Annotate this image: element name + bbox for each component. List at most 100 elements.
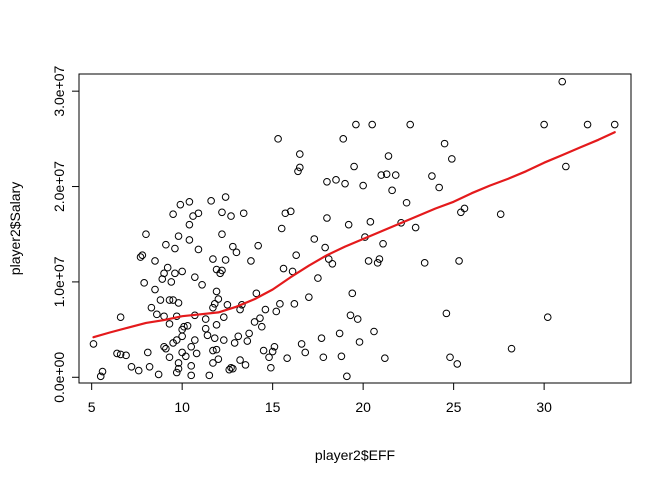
data-point — [89, 340, 98, 348]
data-point — [219, 313, 228, 321]
data-point — [496, 210, 505, 218]
data-point — [267, 363, 275, 372]
data-point — [122, 351, 130, 360]
data-point — [212, 287, 221, 296]
data-point — [138, 251, 147, 260]
data-point — [160, 342, 168, 351]
data-point — [210, 334, 219, 342]
data-point — [314, 274, 322, 282]
data-point — [259, 346, 268, 355]
data-point — [116, 350, 125, 359]
data-point — [294, 167, 302, 176]
data-point — [297, 340, 306, 348]
data-point — [252, 289, 261, 298]
data-point — [221, 256, 230, 264]
data-point — [241, 361, 250, 369]
data-point — [172, 368, 181, 377]
data-point — [610, 120, 619, 129]
data-point — [96, 372, 105, 381]
data-point — [136, 253, 145, 261]
data-point — [194, 209, 203, 218]
data-point — [210, 300, 219, 308]
data-point — [250, 318, 259, 326]
data-points — [89, 77, 619, 381]
data-point — [185, 236, 194, 244]
data-point — [171, 269, 179, 278]
data-point — [346, 311, 355, 320]
data-point — [205, 371, 214, 380]
data-point — [209, 255, 217, 263]
data-point — [335, 329, 344, 338]
data-point — [239, 209, 248, 218]
data-point — [162, 344, 170, 353]
data-point — [223, 300, 232, 309]
data-point — [286, 207, 295, 216]
data-point — [296, 163, 304, 172]
data-point — [257, 322, 266, 331]
data-point — [176, 200, 185, 209]
x-axis: 5 10 15 20 25 30 — [88, 382, 552, 415]
data-point — [328, 259, 337, 268]
y-axis-label: player2$Salary — [7, 182, 23, 275]
data-point — [207, 197, 215, 205]
data-point — [160, 269, 168, 278]
data-point — [388, 186, 396, 195]
data-point — [290, 300, 299, 308]
data-point — [145, 362, 154, 371]
data-point — [359, 181, 367, 190]
data-point — [296, 150, 304, 158]
data-point — [191, 273, 199, 281]
data-point — [261, 305, 270, 314]
data-point — [191, 336, 199, 344]
data-point — [355, 338, 364, 346]
data-point — [440, 139, 449, 148]
data-point — [350, 162, 358, 171]
data-point — [352, 120, 360, 129]
data-point — [324, 255, 333, 263]
data-point — [256, 314, 264, 322]
data-point — [446, 353, 454, 362]
data-point — [143, 348, 152, 357]
data-point — [381, 354, 389, 363]
x-tick-label: 30 — [536, 399, 552, 415]
data-point — [232, 248, 241, 257]
data-point — [344, 220, 353, 229]
x-tick-label: 15 — [265, 399, 281, 415]
data-point — [187, 362, 196, 370]
data-point — [310, 235, 319, 243]
data-point — [192, 349, 201, 358]
y-tick-label: 2.0e+07 — [51, 161, 67, 212]
data-point — [178, 267, 186, 276]
data-point — [162, 240, 170, 249]
data-point — [323, 214, 331, 222]
data-point — [127, 362, 136, 371]
data-point — [174, 359, 183, 367]
data-point — [151, 285, 159, 294]
data-point — [562, 162, 570, 171]
data-point — [171, 244, 179, 253]
data-point — [268, 347, 277, 356]
data-point — [154, 370, 163, 379]
data-point — [214, 295, 223, 303]
data-point — [174, 299, 183, 307]
x-tick-label: 25 — [446, 399, 462, 415]
data-point — [301, 348, 310, 357]
data-point — [384, 152, 393, 160]
data-point — [583, 120, 592, 129]
data-point — [277, 224, 286, 233]
data-point — [353, 315, 362, 323]
data-point — [254, 241, 262, 250]
data-point — [201, 315, 210, 323]
data-point — [281, 209, 290, 218]
data-point — [397, 218, 405, 227]
data-point — [180, 322, 188, 331]
data-point — [174, 232, 183, 240]
smooth-line — [92, 131, 616, 339]
data-point — [305, 293, 313, 301]
data-point — [169, 210, 177, 218]
data-point — [163, 263, 172, 272]
data-point — [194, 245, 203, 254]
data-point — [147, 303, 156, 312]
